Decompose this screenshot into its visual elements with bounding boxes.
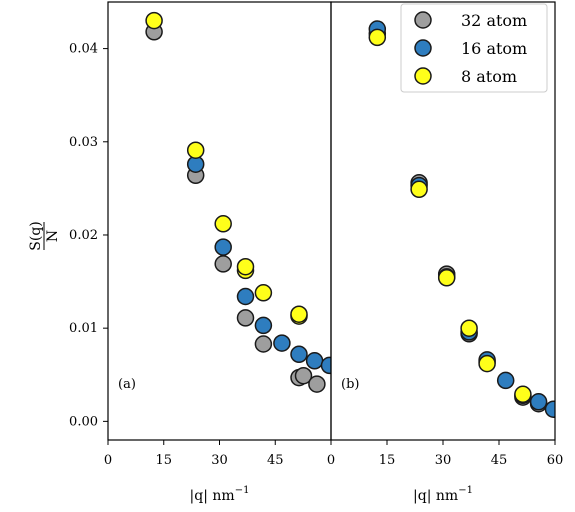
x-tick-label: 15	[379, 453, 396, 468]
panel-tag: (b)	[341, 377, 359, 392]
x-tick-label: 0	[327, 453, 335, 468]
y-tick-label: 0.04	[69, 42, 98, 57]
legend-marker	[414, 67, 432, 85]
data-point-32-atom	[236, 309, 255, 327]
data-point-8-atom	[214, 215, 232, 233]
panel-b: 0 15 30 45 60 |q| nm−1 (b)	[327, 1, 564, 504]
data-point-8-atom	[186, 141, 205, 159]
legend-marker	[414, 39, 432, 57]
data-point-16-atom	[254, 316, 273, 335]
data-point-8-atom	[254, 284, 273, 302]
legend-label: 8 atom	[461, 67, 517, 86]
y-axis-label: S(q) N	[28, 221, 61, 250]
data-point-8-atom	[410, 180, 428, 199]
data-point-16-atom	[214, 238, 232, 256]
data-point-8-atom	[145, 11, 163, 30]
legend-marker	[414, 11, 432, 29]
data-point-8-atom	[290, 305, 308, 323]
data-point-32-atom	[254, 335, 273, 353]
data-point-32-atom	[294, 366, 313, 385]
y-tick-label: 0.01	[69, 321, 98, 336]
data-point-16-atom	[544, 400, 555, 418]
data-point-8-atom	[368, 28, 387, 47]
y-tick-label: 0.03	[69, 135, 98, 150]
x-tick-label: 30	[211, 453, 228, 468]
x-tick-label: 30	[435, 453, 452, 468]
y-tick-label: 0.00	[69, 414, 98, 429]
markers	[145, 11, 331, 393]
data-point-16-atom	[305, 352, 324, 370]
legend-label: 32 atom	[461, 11, 527, 30]
data-point-8-atom	[236, 257, 255, 276]
x-tick-label: 60	[547, 453, 564, 468]
markers	[368, 20, 555, 418]
x-axis-label: |q| nm−1	[190, 485, 250, 504]
legend-label: 16 atom	[461, 39, 527, 58]
panel-tag: (a)	[118, 377, 136, 392]
y-axis-label-denominator: N	[45, 230, 61, 242]
x-tick-label: 45	[491, 453, 508, 468]
x-axis-label: |q| nm−1	[413, 485, 473, 504]
data-point-16-atom	[290, 345, 308, 364]
legend-box	[400, 3, 548, 93]
data-point-16-atom	[496, 371, 515, 390]
data-point-16-atom	[529, 393, 548, 411]
x-tick-label: 45	[267, 453, 284, 468]
data-point-8-atom	[478, 354, 496, 373]
y-axis-label-numerator: S(q)	[28, 221, 44, 250]
data-point-16-atom	[236, 287, 255, 306]
panel-a: 0 15 30 45 0.00 0.01 0.02 0.03 0.04 |q| nm−1 (a)	[69, 1, 332, 504]
data-point-16-atom	[273, 334, 291, 352]
data-point-32-atom	[308, 375, 326, 393]
legend: 32 atom 16 atom 8 atom	[400, 3, 548, 93]
data-point-8-atom	[437, 269, 456, 287]
data-point-16-atom	[320, 356, 331, 375]
x-tick-label: 15	[155, 453, 172, 468]
data-point-8-atom	[460, 319, 478, 337]
y-tick-label: 0.02	[69, 228, 98, 243]
data-point-8-atom	[514, 385, 532, 404]
data-point-32-atom	[214, 255, 232, 273]
x-tick-label: 0	[104, 453, 112, 468]
